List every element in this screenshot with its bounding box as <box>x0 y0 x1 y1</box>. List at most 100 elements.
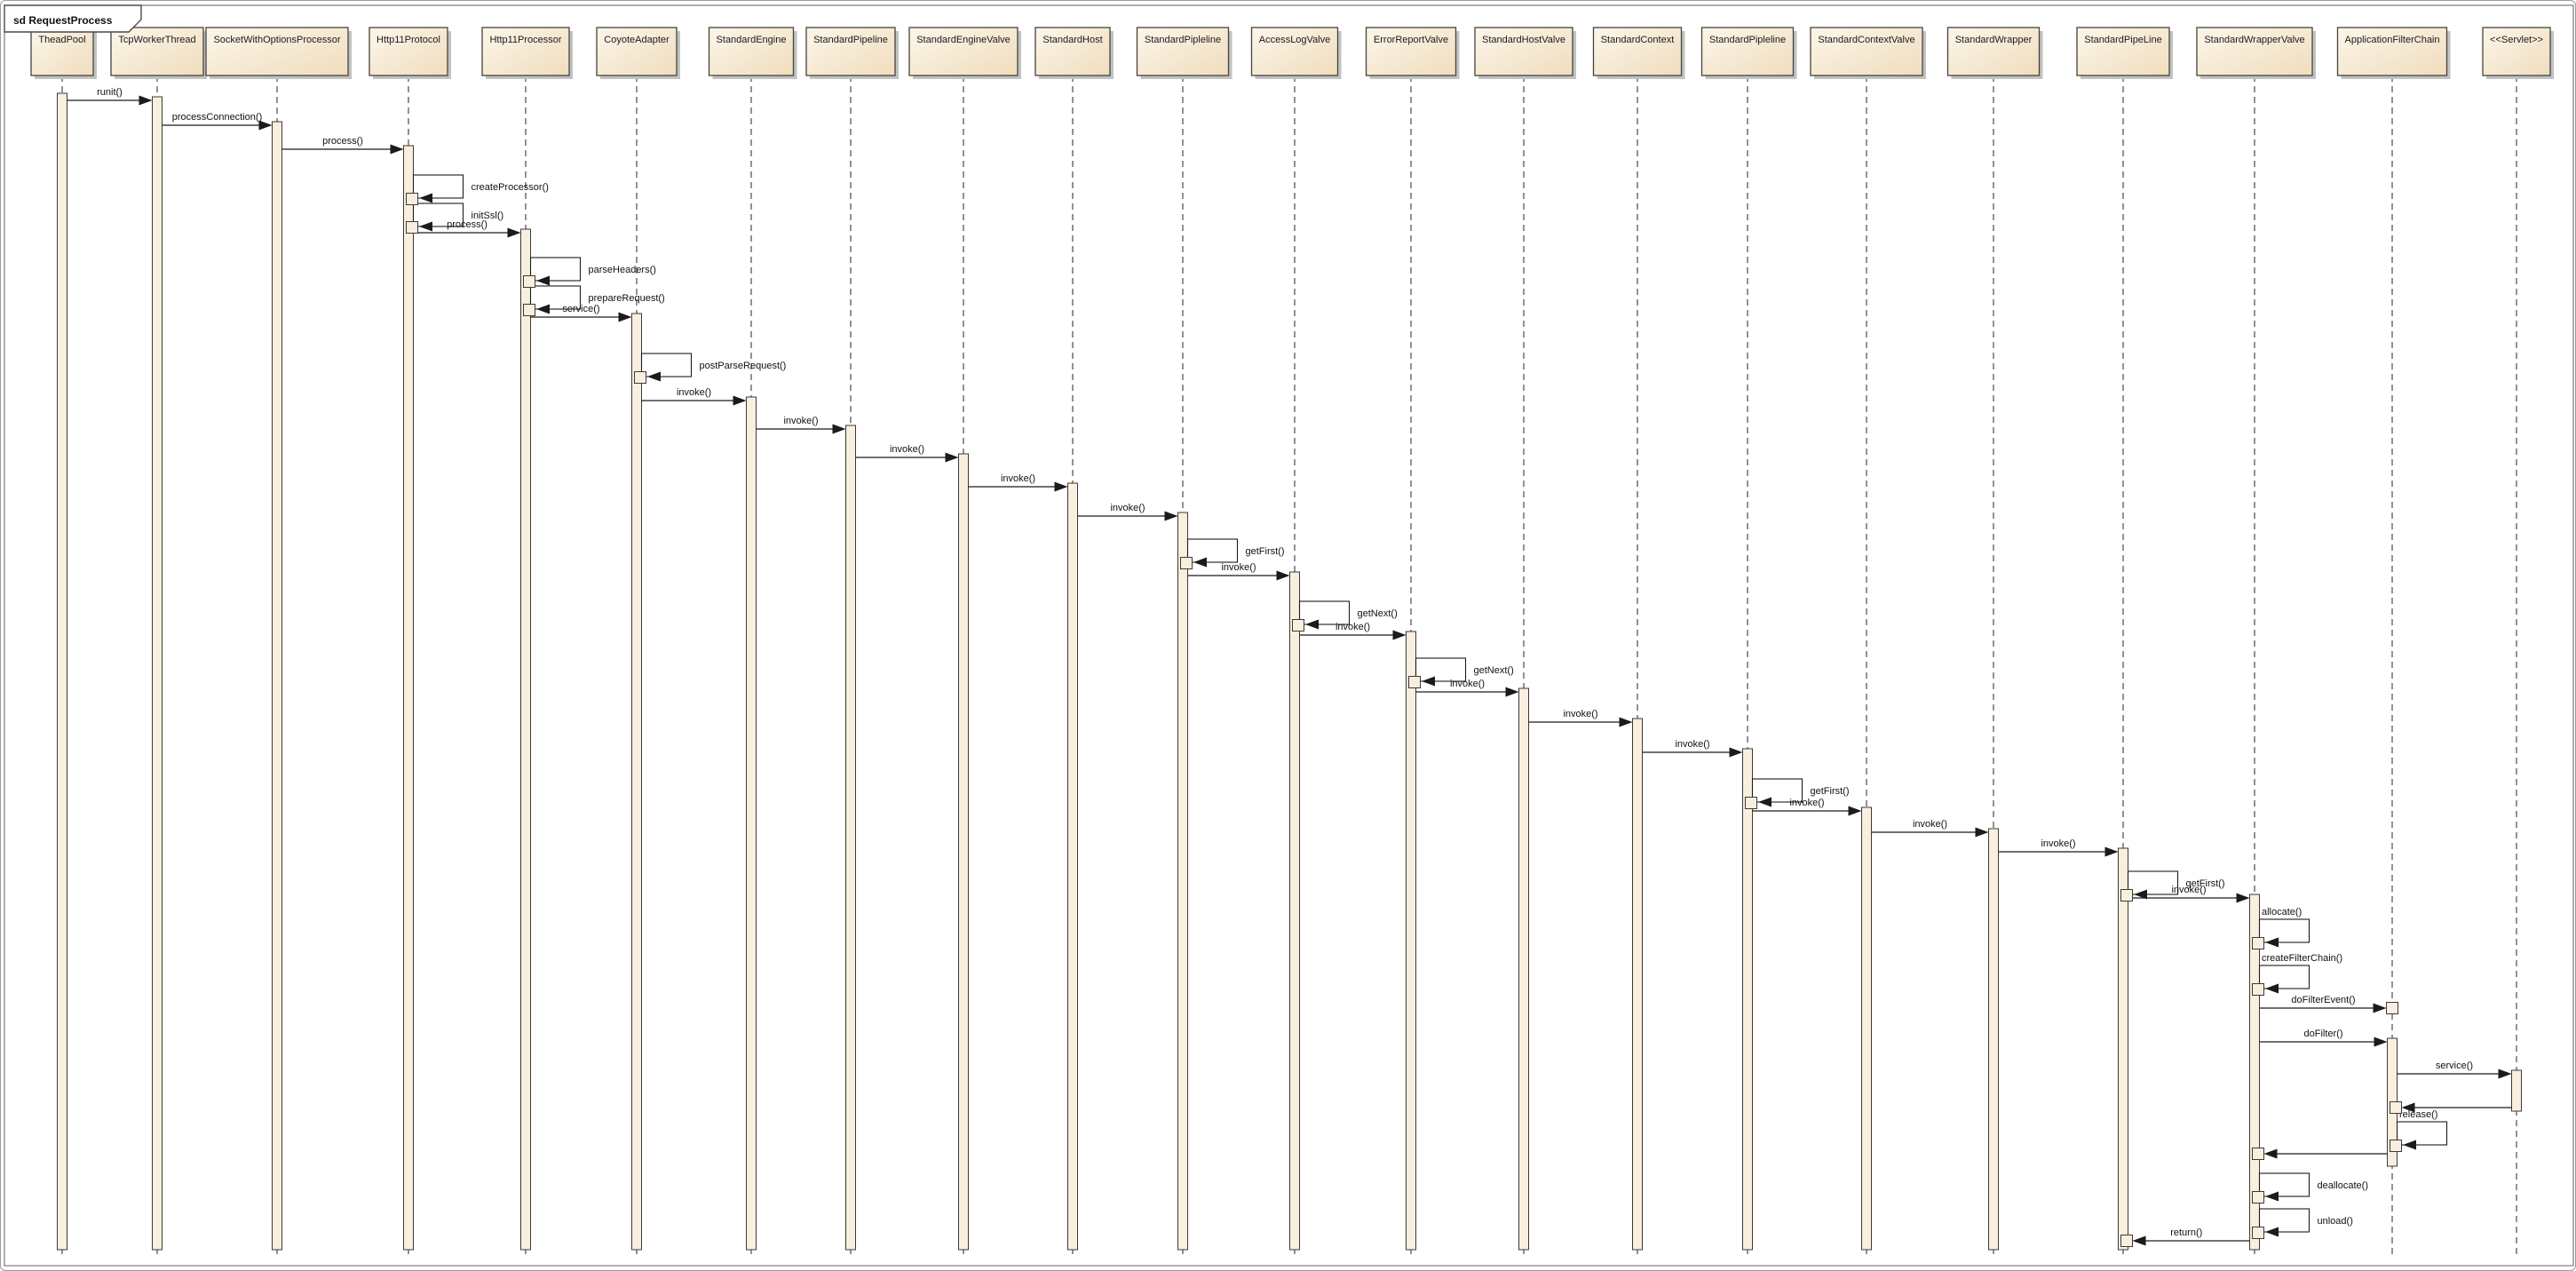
nested-activation-box <box>2251 1147 2265 1161</box>
lifeline-box <box>481 27 570 76</box>
self-message-createfilterchain: createFilterChain() <box>2258 953 2342 994</box>
arrowhead <box>832 424 846 434</box>
activation-bar-17 <box>1987 828 2000 1251</box>
arrowhead <box>2403 1140 2416 1150</box>
message-label: createFilterChain() <box>2262 953 2342 964</box>
lifeline-header-standardengine-6: StandardEngine <box>708 27 797 79</box>
message-invoke: invoke() <box>1077 503 1178 521</box>
arrowhead <box>1619 717 1633 727</box>
lifeline-label: StandardPipleline <box>1709 35 1786 45</box>
lifeline-header-standardwrappervalve-19: StandardWrapperValve <box>2196 27 2316 79</box>
activation-bar-8 <box>957 453 970 1251</box>
lifeline-header-servlet-21: <<Servlet>> <box>2482 27 2554 79</box>
self-call-loop <box>529 285 582 310</box>
lifeline-header-standardenginevalve-8: StandardEngineValve <box>908 27 1021 79</box>
nested-activation-box <box>2385 1001 2399 1015</box>
activation-bar-9 <box>1066 482 1079 1251</box>
arrowhead <box>2236 893 2250 903</box>
nested-activation-box <box>2251 1226 2265 1240</box>
message-label: runit() <box>97 87 123 98</box>
lifeline-header-tcpworkerthread-1: TcpWorkerThread <box>110 27 207 79</box>
lifeline-header-standardpipeline-18: StandardPipeLine <box>2076 27 2173 79</box>
message-dofilter: doFilter() <box>2259 1029 2388 1047</box>
self-call-loop <box>2127 870 2179 895</box>
arrowhead <box>1729 747 1743 758</box>
arrowhead <box>1054 481 1068 492</box>
self-message-parseheaders: parseHeaders() <box>529 257 656 286</box>
message-label: postParseRequest() <box>700 361 787 371</box>
lifeline-label: TcpWorkerThread <box>118 35 195 45</box>
self-call-loop <box>2258 965 2310 989</box>
arrowhead <box>1848 806 1862 816</box>
lifeline-label: StandardPipleline <box>1145 35 1221 45</box>
lifeline-label: <<Servlet>> <box>2490 35 2543 45</box>
lifeline-label: StandardEngine <box>717 35 787 45</box>
message-invoke: invoke() <box>1415 679 1519 697</box>
message-runit: runit() <box>67 87 153 106</box>
activation-bar-11 <box>1288 571 1301 1251</box>
lifeline-header-standardpipleline-10: StandardPipleline <box>1136 27 1233 79</box>
message-label: invoke() <box>1221 562 1256 573</box>
message-invoke: invoke() <box>1299 622 1407 640</box>
lifeline-header-applicationfilterchain-20: ApplicationFilterChain <box>2336 27 2451 79</box>
lifeline-header-theadpool-0: TheadPool <box>30 27 97 79</box>
self-call-loop <box>640 353 693 377</box>
lifeline-header-standardwrapper-17: StandardWrapper <box>1946 27 2043 79</box>
arrowhead <box>1164 511 1178 521</box>
message-processconnection: processConnection() <box>162 112 273 131</box>
arrowhead <box>2265 1191 2279 1202</box>
lifeline-box <box>2196 27 2313 76</box>
lifeline-label: ErrorReportValve <box>1374 35 1448 45</box>
self-call-loop <box>2258 1208 2310 1233</box>
message-label: service() <box>562 304 599 314</box>
message-label: invoke() <box>890 444 924 455</box>
message-label: getFirst() <box>1246 546 1285 557</box>
arrowhead <box>2498 1068 2512 1079</box>
message-invoke: invoke() <box>1528 709 1633 727</box>
message-label: getNext() <box>1474 665 1514 676</box>
lifeline-box <box>805 27 896 76</box>
message-label: invoke() <box>1336 622 1370 632</box>
lifeline-label: ApplicationFilterChain <box>2345 35 2440 45</box>
arrowhead <box>2265 1227 2279 1237</box>
arrowhead <box>390 144 404 155</box>
return-message-return <box>2263 1148 2388 1159</box>
arrowhead <box>647 371 661 382</box>
message-invoke: invoke() <box>1871 819 1989 838</box>
arrowhead <box>1392 630 1407 640</box>
activation-bar-7 <box>844 425 857 1251</box>
self-message-getfirst: getFirst() <box>2127 870 2225 900</box>
lifeline-label: StandardEngineValve <box>916 35 1011 45</box>
lifeline-box <box>1136 27 1230 76</box>
arrowhead <box>618 312 632 322</box>
message-invoke: invoke() <box>1642 739 1743 758</box>
activation-bar-14 <box>1631 718 1644 1251</box>
activation-bar-3 <box>402 145 415 1251</box>
lifeline-label: StandardWrapper <box>1955 35 2033 45</box>
self-call-loop <box>412 174 464 199</box>
arrowhead <box>2373 1003 2387 1013</box>
frame-tab <box>4 4 142 33</box>
nested-activation-box <box>2251 1190 2265 1204</box>
message-label: initSsl() <box>472 211 504 221</box>
self-call-loop <box>529 257 582 282</box>
message-invoke: invoke() <box>855 444 959 463</box>
lifeline-box <box>1034 27 1111 76</box>
lifeline-box <box>2482 27 2551 76</box>
lifeline-box <box>2076 27 2170 76</box>
arrowhead <box>1758 797 1771 807</box>
lifeline-header-http11processor-4: Http11Processor <box>481 27 573 79</box>
message-label: process() <box>447 219 487 230</box>
arrowhead <box>733 395 747 406</box>
activation-bar-16 <box>1860 806 1873 1251</box>
self-call-loop <box>2258 918 2310 943</box>
nested-activation-box <box>1179 556 1193 570</box>
lifeline-box <box>1474 27 1573 76</box>
lifeline-header-errorreportvalve-12: ErrorReportValve <box>1365 27 1460 79</box>
message-process: process() <box>413 219 521 238</box>
message-invoke: invoke() <box>641 387 747 406</box>
self-message-preparerequest: prepareRequest() <box>529 285 665 314</box>
nested-activation-box <box>2389 1100 2403 1115</box>
return-message-return: return() <box>2132 1227 2250 1246</box>
